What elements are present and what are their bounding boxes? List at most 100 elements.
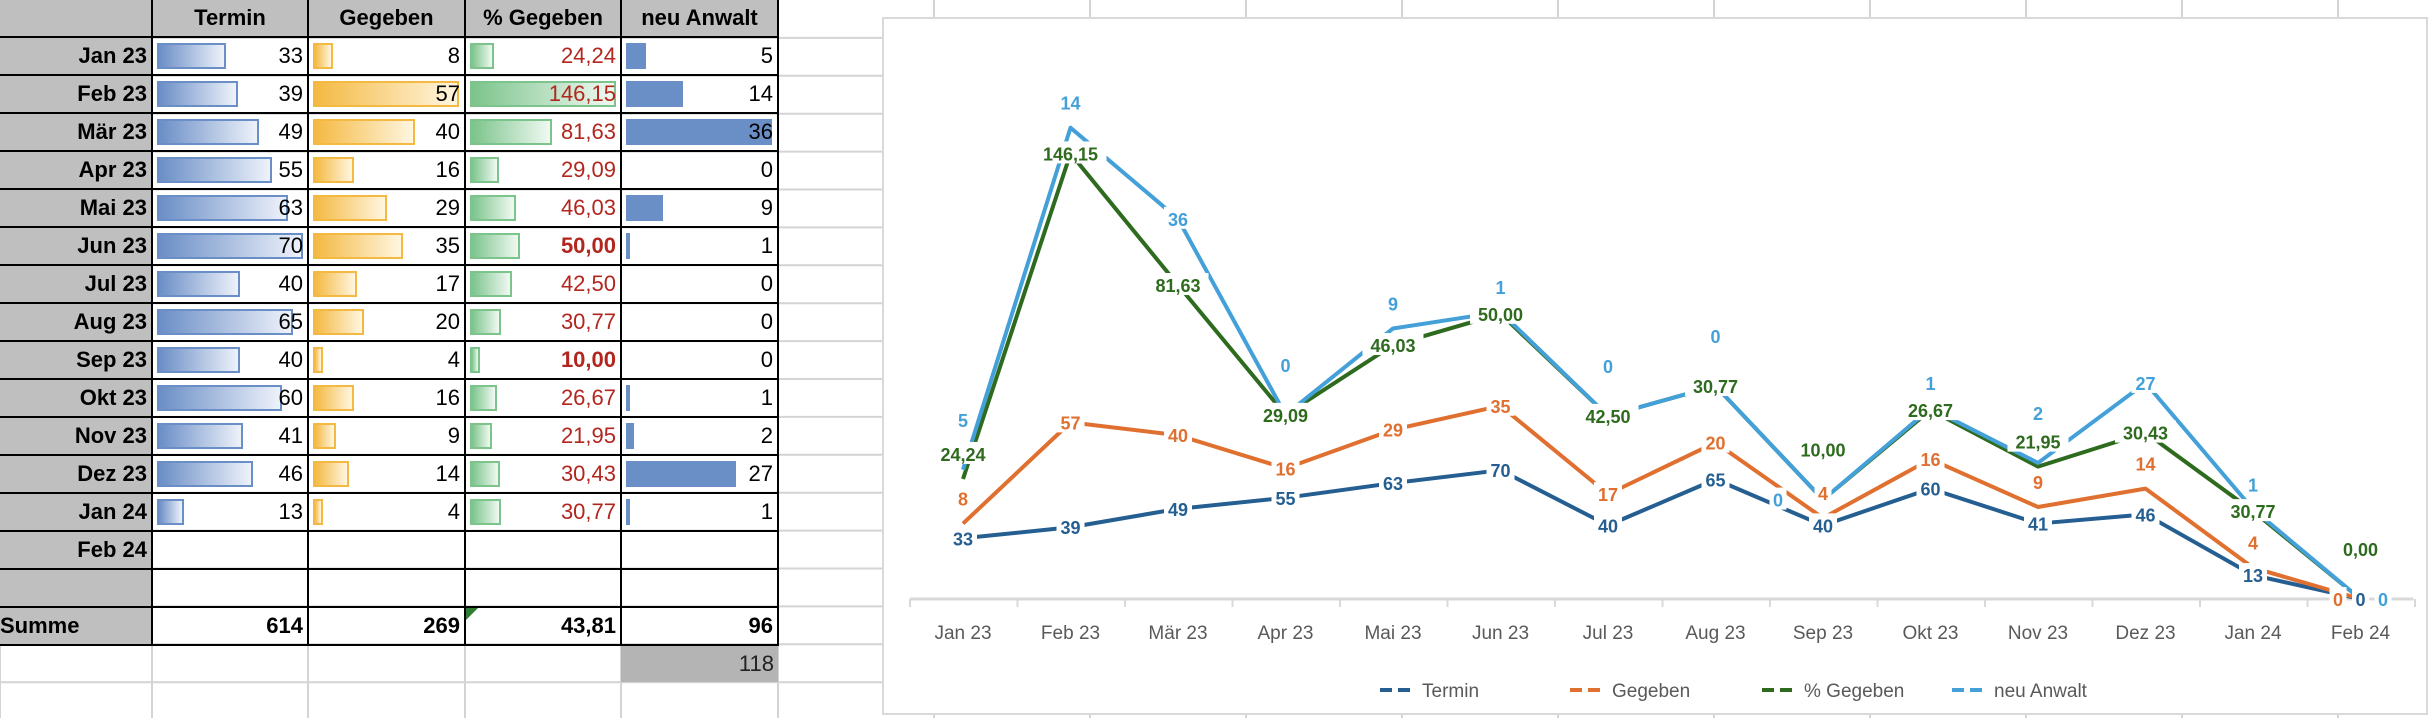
cell-gegeben[interactable]: 4 [307,492,466,532]
cell-gegeben[interactable]: 35 [307,226,466,266]
cell-neu-anwalt[interactable]: 0 [620,150,779,190]
empty-cell[interactable] [152,645,308,682]
cell-termin[interactable]: 63 [151,188,309,228]
cell-gegeben[interactable]: 57 [307,74,466,114]
row-label[interactable]: Okt 23 [0,378,153,418]
cell-gegeben[interactable] [307,530,466,570]
stacked-line-chart[interactable]: Jan 23 Feb 23 Mär 23 Apr 23 Mai 23 Jun 23 Jul … [882,17,2428,715]
cell-neu-anwalt[interactable] [620,530,779,570]
cell-pct-gegeben[interactable]: 30,43 [464,454,622,494]
row-label[interactable]: Jun 23 [0,226,153,266]
cell-gegeben[interactable]: 29 [307,188,466,228]
cell-neu-anwalt[interactable] [620,568,779,608]
legend-item[interactable]: neu Anwalt [1952,681,2088,702]
cell-pct-gegeben[interactable]: 30,77 [464,302,622,342]
row-label[interactable] [0,568,153,608]
legend-item[interactable]: % Gegeben [1762,681,1904,702]
row-label[interactable]: Nov 23 [0,416,153,456]
row-label[interactable]: Dez 23 [0,454,153,494]
cell-neu-anwalt[interactable]: 14 [620,74,779,114]
cell-gegeben[interactable]: 16 [307,378,466,418]
cell-termin[interactable]: 40 [151,264,309,304]
cell-neu-anwalt[interactable]: 1 [620,492,779,532]
sum-termin[interactable]: 614 [151,606,309,646]
data-label: 0 [1603,357,1613,377]
legend-item[interactable]: Gegeben [1570,681,1690,702]
cell-pct-gegeben[interactable] [464,568,622,608]
row-label[interactable]: Jan 24 [0,492,153,532]
cell-neu-anwalt[interactable]: 0 [620,340,779,380]
row-label[interactable]: Jan 23 [0,36,153,76]
series-line-3[interactable] [961,125,2362,601]
cell-neu-anwalt[interactable]: 27 [620,454,779,494]
cell-termin[interactable]: 65 [151,302,309,342]
series-line-0[interactable] [962,468,2361,601]
empty-cell[interactable] [0,645,152,682]
cell-gegeben[interactable]: 9 [307,416,466,456]
cell-neu-anwalt[interactable]: 5 [620,36,779,76]
cell-pct-gegeben[interactable]: 50,00 [464,226,622,266]
sum-label[interactable]: Summe [0,606,153,646]
cell-termin[interactable]: 60 [151,378,309,418]
sum-gegeben[interactable]: 269 [307,606,466,646]
row-label[interactable]: Feb 24 [0,530,153,570]
cell-termin[interactable]: 40 [151,340,309,380]
sum-neu-anwalt[interactable]: 96 [620,606,779,646]
cell-pct-gegeben[interactable]: 46,03 [464,188,622,228]
cell-termin[interactable] [151,568,309,608]
cell-neu-anwalt[interactable]: 9 [620,188,779,228]
cell-termin[interactable]: 13 [151,492,309,532]
cell-neu-anwalt[interactable]: 36 [620,112,779,152]
header-gegeben[interactable]: Gegeben [307,0,466,38]
cell-gegeben[interactable]: 4 [307,340,466,380]
cell-termin[interactable]: 46 [151,454,309,494]
empty-cell[interactable] [465,645,621,682]
row-label[interactable]: Feb 23 [0,74,153,114]
cell-termin[interactable]: 39 [151,74,309,114]
cell-termin[interactable]: 33 [151,36,309,76]
row-label[interactable]: Apr 23 [0,150,153,190]
cell-pct-gegeben[interactable]: 42,50 [464,264,622,304]
cell-neu-anwalt[interactable]: 1 [620,378,779,418]
row-label[interactable]: Jul 23 [0,264,153,304]
cell-pct-gegeben[interactable] [464,530,622,570]
cell-gegeben[interactable]: 20 [307,302,466,342]
cell-termin[interactable]: 55 [151,150,309,190]
series-line-1[interactable] [961,403,2362,601]
cell-termin[interactable]: 41 [151,416,309,456]
cell-termin[interactable] [151,530,309,570]
cell-gegeben[interactable]: 14 [307,454,466,494]
cell-pct-gegeben[interactable]: 29,09 [464,150,622,190]
cell-termin[interactable]: 49 [151,112,309,152]
cell-neu-anwalt[interactable]: 0 [620,302,779,342]
row-label[interactable]: Mai 23 [0,188,153,228]
extra-value-cell[interactable]: 118 [621,645,778,682]
cell-pct-gegeben[interactable]: 81,63 [464,112,622,152]
cell-pct-gegeben[interactable]: 10,00 [464,340,622,380]
corner-cell[interactable] [0,0,153,38]
row-label[interactable]: Aug 23 [0,302,153,342]
legend-item[interactable]: Termin [1380,681,1479,702]
cell-pct-gegeben[interactable]: 24,24 [464,36,622,76]
cell-gegeben[interactable]: 40 [307,112,466,152]
cell-pct-gegeben[interactable]: 26,67 [464,378,622,418]
sum-pct-gegeben[interactable]: 43,81 [464,606,622,646]
cell-neu-anwalt[interactable]: 2 [620,416,779,456]
header-termin[interactable]: Termin [151,0,309,38]
cell-termin[interactable]: 70 [151,226,309,266]
data-bar [470,385,497,411]
empty-cell[interactable] [308,645,465,682]
cell-gegeben[interactable]: 16 [307,150,466,190]
cell-gegeben[interactable]: 8 [307,36,466,76]
cell-gegeben[interactable] [307,568,466,608]
cell-pct-gegeben[interactable]: 21,95 [464,416,622,456]
cell-pct-gegeben[interactable]: 30,77 [464,492,622,532]
header-neu-anwalt[interactable]: neu Anwalt [620,0,779,38]
cell-gegeben[interactable]: 17 [307,264,466,304]
cell-neu-anwalt[interactable]: 1 [620,226,779,266]
row-label[interactable]: Mär 23 [0,112,153,152]
row-label[interactable]: Sep 23 [0,340,153,380]
cell-pct-gegeben[interactable]: 146,15 [464,74,622,114]
header-pct-gegeben[interactable]: % Gegeben [464,0,622,38]
cell-neu-anwalt[interactable]: 0 [620,264,779,304]
